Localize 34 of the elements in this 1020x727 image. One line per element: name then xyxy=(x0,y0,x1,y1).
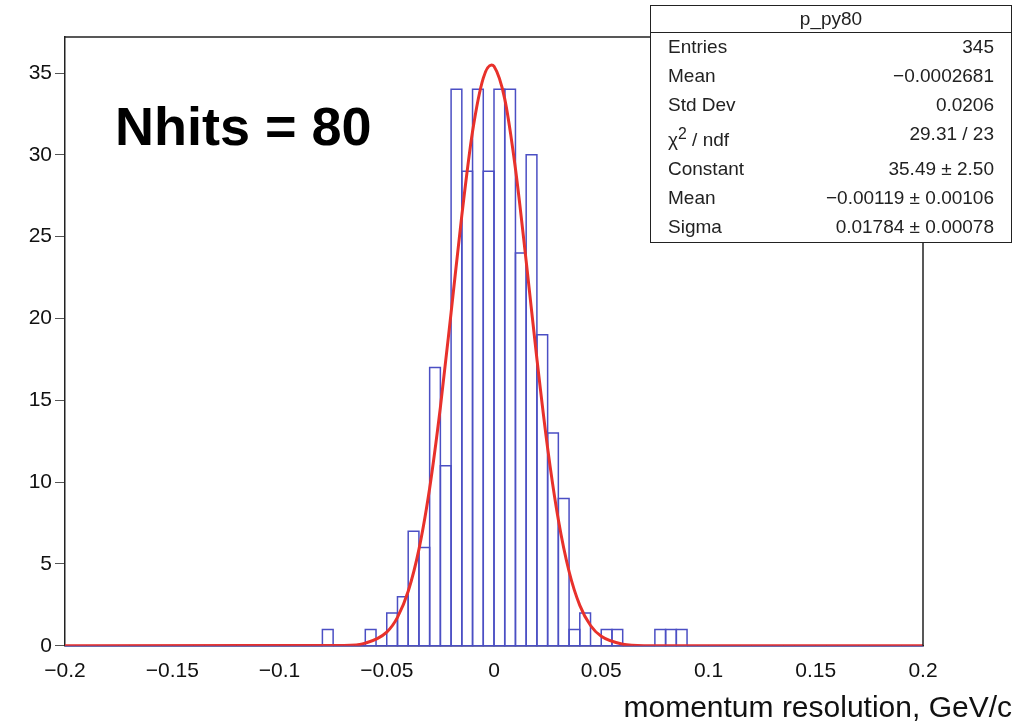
annotation: Mean xyxy=(668,64,716,88)
annotation: 29.31 / 23 xyxy=(909,122,994,146)
y-tick-label: 5 xyxy=(40,550,52,574)
annotation: Sigma xyxy=(668,215,722,240)
annotation: Nhits = 80 xyxy=(115,95,372,157)
y-tick-label: 0 xyxy=(40,632,52,656)
annotation: Constant xyxy=(668,157,745,182)
annotation: 0.01784 ± 0.00078 xyxy=(835,215,994,240)
annotation: χ$^{2}$ / ndf xyxy=(668,124,730,153)
y-tick-label: 25 xyxy=(28,223,52,247)
x-axis-title: momentum resolution, GeV/c xyxy=(623,690,1012,724)
text: 0.0206 xyxy=(935,93,994,117)
y-tick-label: 30 xyxy=(28,141,52,165)
y-tick-label: 15 xyxy=(28,387,52,411)
x-tick-label: 0.1 xyxy=(693,658,724,682)
y-tick-label: 10 xyxy=(28,468,52,492)
x-tick-label: 0.05 xyxy=(580,658,622,682)
x-tick-label: −0.1 xyxy=(258,658,301,682)
y-tick-label: 20 xyxy=(28,305,52,329)
text: p_py80 xyxy=(651,6,1011,33)
x-tick-label: 0.2 xyxy=(908,658,938,682)
annotation: Std Dev xyxy=(668,93,736,117)
annotation: Entries xyxy=(668,35,728,59)
text: 345 xyxy=(962,35,994,59)
x-tick-label: −0.2 xyxy=(44,658,86,682)
x-tick-label: −0.15 xyxy=(145,658,199,682)
x-tick-label: −0.05 xyxy=(360,658,414,682)
annotation: Mean xyxy=(668,186,716,211)
annotation: 35.49 ± 2.50 xyxy=(888,157,994,182)
annotation: −0.00119 ± 0.00106 xyxy=(825,186,994,211)
x-tick-label: 0.15 xyxy=(795,658,837,682)
annotation: −0.0002681 xyxy=(893,64,994,88)
y-tick-label: 35 xyxy=(28,59,52,83)
x-tick-label: 0 xyxy=(488,658,500,682)
